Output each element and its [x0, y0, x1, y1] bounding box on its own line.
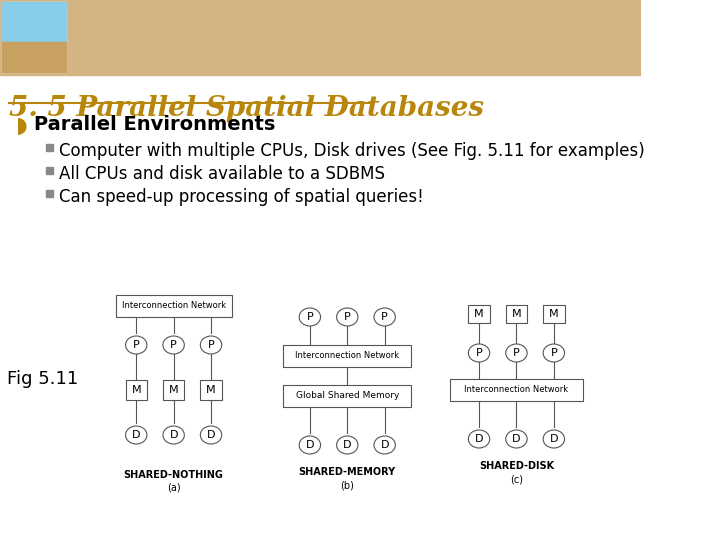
Ellipse shape — [163, 336, 184, 354]
Text: Fig 5.11: Fig 5.11 — [7, 370, 78, 388]
Ellipse shape — [543, 430, 564, 448]
Text: (a): (a) — [167, 483, 181, 493]
Bar — [0, 0, 641, 75]
Ellipse shape — [125, 426, 147, 444]
Text: P: P — [476, 348, 482, 358]
Bar — [1, 2, 66, 42]
Text: 5. 5 Parallel Spatial Databases: 5. 5 Parallel Spatial Databases — [9, 95, 484, 122]
Ellipse shape — [300, 436, 320, 454]
Bar — [450, 379, 583, 401]
Text: P: P — [170, 340, 177, 350]
Text: D: D — [474, 434, 483, 444]
Text: Interconnection Network: Interconnection Network — [464, 386, 569, 395]
Text: Parallel Environments: Parallel Environments — [34, 115, 275, 134]
Text: Interconnection Network: Interconnection Network — [295, 352, 400, 361]
Bar — [116, 295, 232, 317]
Text: P: P — [133, 340, 140, 350]
Ellipse shape — [125, 336, 147, 354]
Text: M: M — [549, 309, 559, 319]
Text: SHARED-NOTHING: SHARED-NOTHING — [124, 470, 224, 480]
Bar — [468, 305, 490, 323]
Text: ◗: ◗ — [16, 115, 28, 135]
Ellipse shape — [300, 308, 320, 326]
Text: P: P — [207, 340, 215, 350]
Bar — [1, 42, 66, 72]
Text: Can speed-up processing of spatial queries!: Can speed-up processing of spatial queri… — [59, 188, 423, 206]
Ellipse shape — [505, 430, 527, 448]
Text: P: P — [344, 312, 351, 322]
Text: Global Shared Memory: Global Shared Memory — [296, 392, 399, 401]
Bar — [125, 380, 147, 400]
Bar — [1, 2, 66, 72]
Text: M: M — [474, 309, 484, 319]
Text: P: P — [513, 348, 520, 358]
Ellipse shape — [543, 344, 564, 362]
Text: M: M — [132, 385, 141, 395]
Text: M: M — [206, 385, 216, 395]
Text: (c): (c) — [510, 474, 523, 484]
Text: D: D — [343, 440, 351, 450]
Bar — [543, 305, 564, 323]
Bar — [46, 167, 53, 174]
Text: Computer with multiple CPUs, Disk drives (See Fig. 5.11 for examples): Computer with multiple CPUs, Disk drives… — [59, 142, 644, 160]
Bar — [283, 345, 411, 367]
Ellipse shape — [200, 426, 222, 444]
Bar — [163, 380, 184, 400]
Text: All CPUs and disk available to a SDBMS: All CPUs and disk available to a SDBMS — [59, 165, 384, 183]
Text: P: P — [382, 312, 388, 322]
Text: P: P — [307, 312, 313, 322]
Text: D: D — [549, 434, 558, 444]
Text: P: P — [551, 348, 557, 358]
Text: D: D — [169, 430, 178, 440]
Text: (b): (b) — [341, 480, 354, 490]
Bar — [200, 380, 222, 400]
Ellipse shape — [374, 308, 395, 326]
Text: D: D — [512, 434, 521, 444]
Ellipse shape — [163, 426, 184, 444]
Ellipse shape — [374, 436, 395, 454]
Ellipse shape — [468, 430, 490, 448]
Bar — [46, 190, 53, 197]
Text: D: D — [207, 430, 215, 440]
Text: M: M — [168, 385, 179, 395]
Ellipse shape — [505, 344, 527, 362]
Ellipse shape — [336, 308, 358, 326]
Bar — [46, 144, 53, 151]
Text: SHARED-DISK: SHARED-DISK — [479, 461, 554, 471]
Ellipse shape — [336, 436, 358, 454]
Text: D: D — [380, 440, 389, 450]
Ellipse shape — [200, 336, 222, 354]
Ellipse shape — [468, 344, 490, 362]
Text: D: D — [305, 440, 314, 450]
Text: Interconnection Network: Interconnection Network — [122, 301, 225, 310]
Text: D: D — [132, 430, 140, 440]
Text: M: M — [512, 309, 521, 319]
Bar — [283, 385, 411, 407]
Bar — [505, 305, 527, 323]
Text: SHARED-MEMORY: SHARED-MEMORY — [299, 467, 396, 477]
